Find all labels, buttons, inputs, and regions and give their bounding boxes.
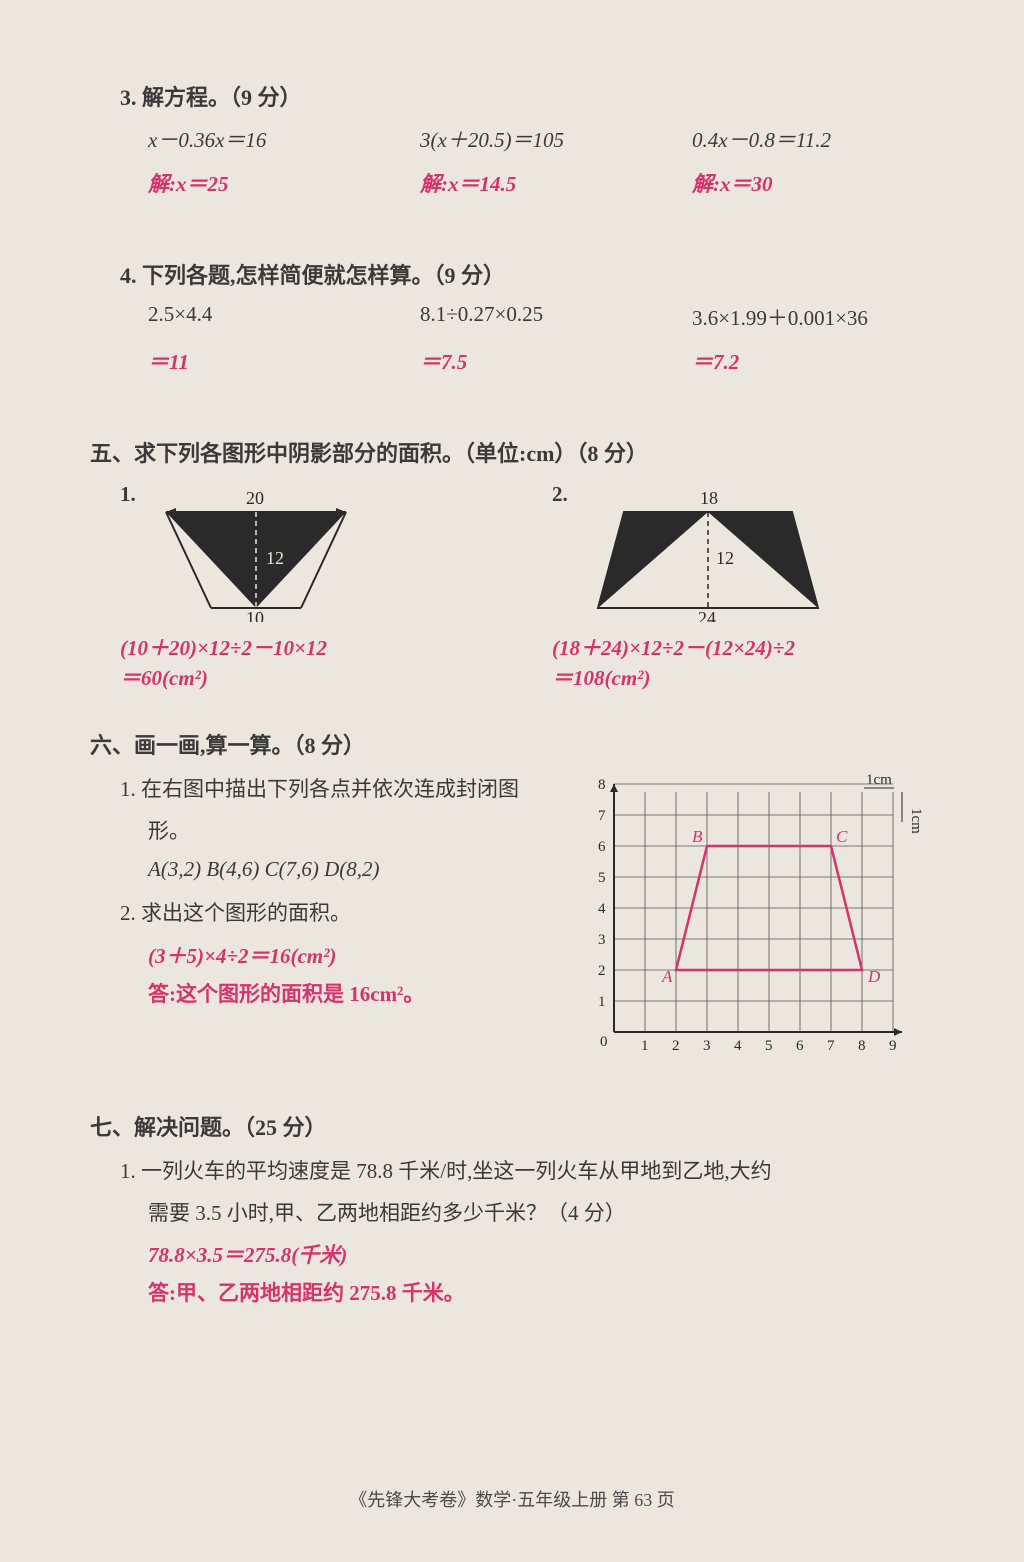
- svg-text:3: 3: [598, 932, 606, 948]
- s5-fig1: 1. 20 12 10: [120, 482, 492, 692]
- svg-text:A: A: [661, 967, 673, 986]
- q4-ans-3: ＝7.2: [692, 346, 924, 376]
- s5-title: 五、求下列各图形中阴影部分的面积。（单位:cm）（8 分）: [90, 436, 924, 468]
- s6-calc: (3＋5)×4÷2＝16(cm²): [148, 940, 564, 970]
- svg-text:1: 1: [641, 1038, 649, 1054]
- s5-fig1-result: ＝60(cm²): [120, 662, 492, 692]
- coord-chart-svg: 1cm 1cm A B C D: [584, 774, 924, 1074]
- q3-ans-2: 解:x＝14.5: [420, 168, 652, 198]
- svg-text:1cm: 1cm: [908, 808, 924, 834]
- fig1-h-label: 12: [266, 548, 284, 568]
- s6-chart: 1cm 1cm A B C D: [584, 774, 924, 1074]
- s7-title: 七、解决问题。（25 分）: [90, 1110, 924, 1142]
- q4-ans-row: ＝11 ＝7.5 ＝7.2: [148, 346, 924, 376]
- s5-fig2-label: 2.: [552, 482, 568, 507]
- s7-p1-l2: 需要 3.5 小时,甲、乙两地相距约多少千米？（4 分）: [148, 1198, 924, 1230]
- svg-text:D: D: [867, 967, 881, 986]
- q3-title: 3. 解方程。（9 分）: [120, 80, 924, 112]
- s5-fig1-calc: (10＋20)×12÷2－10×12: [120, 632, 492, 662]
- svg-text:0: 0: [600, 1034, 608, 1050]
- svg-text:1: 1: [598, 994, 606, 1010]
- section-5: 五、求下列各图形中阴影部分的面积。（单位:cm）（8 分） 1. 20: [120, 436, 924, 692]
- fig2-top-label: 18: [700, 488, 718, 508]
- svg-text:6: 6: [796, 1038, 804, 1054]
- svg-text:B: B: [692, 827, 703, 846]
- s7-ans: 答:甲、乙两地相距约 275.8 千米。: [148, 1277, 924, 1307]
- svg-text:4: 4: [734, 1038, 742, 1054]
- q4-expr-2: 8.1÷0.27×0.25: [420, 302, 652, 327]
- page-footer: 《先锋大考卷》数学·五年级上册 第 63 页: [0, 1486, 1024, 1512]
- q4-expr-1: 2.5×4.4: [148, 302, 380, 327]
- svg-text:8: 8: [598, 777, 606, 793]
- svg-text:7: 7: [598, 808, 606, 824]
- s5-fig2: 2. 18 12 24 (18＋24)×12÷2－(12×24)÷2 ＝108(…: [552, 482, 924, 692]
- section-6: 六、画一画,算一算。（8 分） 1. 在右图中描出下列各点并依次连成封闭图 形。…: [120, 728, 924, 1074]
- fig1-top-label: 20: [246, 488, 264, 508]
- svg-text:4: 4: [598, 901, 606, 917]
- s5-fig2-svg: 18 12 24: [578, 482, 838, 622]
- q3-expr-3: 0.4x－0.8＝11.2: [692, 124, 924, 154]
- svg-text:7: 7: [827, 1038, 835, 1054]
- fig2-bottom-label: 24: [698, 608, 716, 622]
- s6-points: A(3,2) B(4,6) C(7,6) D(8,2): [148, 857, 564, 882]
- svg-text:9: 9: [889, 1038, 897, 1054]
- svg-text:1cm: 1cm: [866, 774, 892, 788]
- question-3: 3. 解方程。（9 分） x－0.36x＝16 3(x＋20.5)＝105 0.…: [120, 80, 924, 198]
- svg-text:8: 8: [858, 1038, 866, 1054]
- q4-ans-2: ＝7.5: [420, 346, 652, 376]
- q4-expr-row: 2.5×4.4 8.1÷0.27×0.25 3.6×1.99＋0.001×36: [148, 302, 924, 338]
- q3-expr-row: x－0.36x＝16 3(x＋20.5)＝105 0.4x－0.8＝11.2: [148, 124, 924, 160]
- svg-text:3: 3: [703, 1038, 711, 1054]
- s5-figures: 1. 20 12 10: [120, 482, 924, 692]
- svg-text:2: 2: [598, 963, 606, 979]
- s5-fig2-result: ＝108(cm²): [552, 662, 924, 692]
- q3-ans-3: 解:x＝30: [692, 168, 924, 198]
- s7-p1-l1: 1. 一列火车的平均速度是 78.8 千米/时,坐这一列火车从甲地到乙地,大约: [120, 1156, 924, 1188]
- q4-ans-1: ＝11: [148, 346, 380, 376]
- s7-calc: 78.8×3.5＝275.8(千米): [148, 1239, 924, 1269]
- q3-ans-row: 解:x＝25 解:x＝14.5 解:x＝30: [148, 168, 924, 198]
- svg-text:5: 5: [598, 870, 606, 886]
- s5-fig2-calc: (18＋24)×12÷2－(12×24)÷2: [552, 632, 924, 662]
- s6-ans: 答:这个图形的面积是 16cm²。: [148, 978, 564, 1008]
- fig2-h-label: 12: [716, 548, 734, 568]
- q3-expr-1: x－0.36x＝16: [148, 124, 380, 154]
- s6-p1: 1. 在右图中描出下列各点并依次连成封闭图: [120, 774, 564, 806]
- svg-text:5: 5: [765, 1038, 773, 1054]
- s6-left: 1. 在右图中描出下列各点并依次连成封闭图 形。 A(3,2) B(4,6) C…: [120, 774, 564, 1008]
- svg-text:6: 6: [598, 839, 606, 855]
- s5-fig1-label: 1.: [120, 482, 136, 507]
- q4-title: 4. 下列各题,怎样简便就怎样算。（9 分）: [120, 258, 924, 290]
- q3-expr-2: 3(x＋20.5)＝105: [420, 124, 652, 154]
- svg-text:C: C: [836, 827, 848, 846]
- q3-ans-1: 解:x＝25: [148, 168, 380, 198]
- fig1-bottom-label: 10: [246, 608, 264, 622]
- question-4: 4. 下列各题,怎样简便就怎样算。（9 分） 2.5×4.4 8.1÷0.27×…: [120, 258, 924, 376]
- s6-title: 六、画一画,算一算。（8 分）: [90, 728, 924, 760]
- q4-expr-3: 3.6×1.99＋0.001×36: [692, 302, 924, 332]
- section-7: 七、解决问题。（25 分） 1. 一列火车的平均速度是 78.8 千米/时,坐这…: [120, 1110, 924, 1307]
- s6-p1b: 形。: [148, 816, 564, 848]
- svg-text:2: 2: [672, 1038, 680, 1054]
- s5-fig1-svg: 20 12 10: [146, 482, 366, 622]
- s6-p2: 2. 求出这个图形的面积。: [120, 898, 564, 930]
